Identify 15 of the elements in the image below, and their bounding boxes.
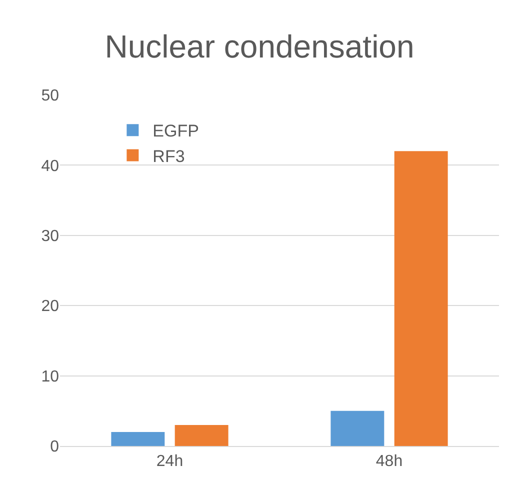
x-tick-label: 24h (156, 453, 184, 470)
y-tick-label: 10 (41, 368, 60, 386)
bar (174, 424, 228, 446)
legend-label: RF3 (152, 146, 185, 166)
chart-title: Nuclear condensation (104, 28, 414, 64)
y-tick-label: 50 (41, 88, 60, 105)
legend-label: EGFP (152, 122, 199, 141)
bar (111, 432, 165, 446)
y-tick-label: 20 (41, 298, 60, 316)
bar (330, 410, 384, 446)
y-tick-label: 30 (41, 228, 60, 245)
x-tick-label: 48h (376, 453, 403, 470)
bar (394, 151, 448, 446)
y-tick-label: 40 (41, 158, 60, 175)
y-tick-label: 0 (50, 438, 60, 456)
